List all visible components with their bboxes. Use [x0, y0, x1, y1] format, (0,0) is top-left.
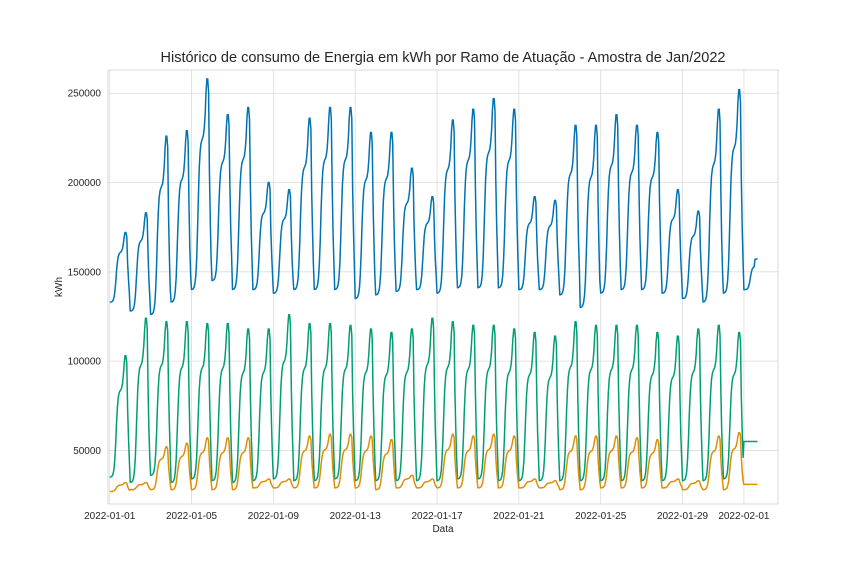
series-line-2 — [109, 313, 758, 484]
x-tick-label: 2022-02-01 — [718, 511, 770, 522]
x-tick-label: 2022-01-17 — [411, 511, 463, 522]
y-tick-label: 100000 — [68, 357, 102, 368]
series-line-1 — [109, 78, 758, 316]
chart-title: Histórico de consumo de Energia em kWh p… — [161, 50, 726, 66]
x-tick-label: 2022-01-09 — [248, 511, 300, 522]
y-tick-label: 150000 — [68, 267, 102, 278]
x-tick-label: 2022-01-05 — [166, 511, 218, 522]
x-tick-label: 2022-01-21 — [493, 511, 545, 522]
series-layer — [109, 78, 758, 493]
y-tick-label: 250000 — [68, 89, 102, 100]
x-tick-label: 2022-01-13 — [330, 511, 382, 522]
y-axis-label: kWh — [54, 277, 65, 297]
y-tick-label: 50000 — [73, 446, 101, 457]
x-tick-label: 2022-01-29 — [657, 511, 709, 522]
tick-labels: 2022-01-01 2022-01-05 2022-01-09 2022-01-13… — [68, 89, 770, 522]
y-tick-label: 200000 — [68, 178, 102, 189]
x-axis-label: Data — [432, 524, 454, 535]
series-line-3 — [109, 431, 758, 493]
x-tick-label: 2022-01-01 — [84, 511, 136, 522]
x-tick-label: 2022-01-25 — [575, 511, 627, 522]
